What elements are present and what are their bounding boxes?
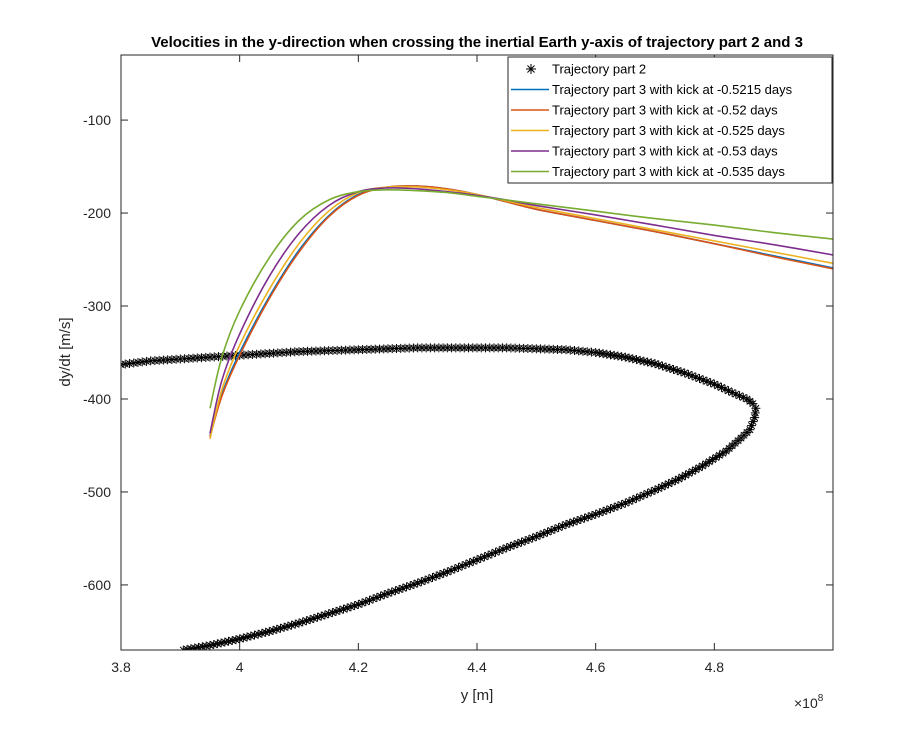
data-point (535, 530, 545, 540)
data-point (572, 516, 582, 526)
data-point (364, 595, 374, 605)
x-exponent-base: ×10 (794, 695, 818, 711)
data-point (487, 549, 497, 559)
data-point (476, 553, 486, 563)
data-point (550, 524, 560, 534)
data-point (561, 519, 571, 529)
y-axis-label: dy/dt [m/s] (57, 317, 74, 386)
data-point (568, 517, 578, 527)
data-point (383, 588, 393, 598)
data-point (479, 552, 489, 562)
data-point (591, 509, 601, 519)
x-exponent-power: 8 (818, 693, 824, 704)
data-point (394, 584, 404, 594)
data-point (587, 511, 597, 521)
data-point (583, 512, 593, 522)
data-point (557, 521, 567, 531)
data-point (491, 547, 501, 557)
data-point (502, 543, 512, 553)
x-axis: 3.8 4 4.2 4.4 4.6 4.8 (111, 55, 724, 675)
data-point (498, 544, 508, 554)
data-point (457, 561, 467, 571)
series-line-3 (209, 185, 833, 440)
data-point (361, 597, 371, 607)
data-point (409, 579, 419, 589)
data-point (580, 513, 590, 523)
x-tick-label: 4.6 (586, 659, 606, 675)
series-line-5 (209, 188, 833, 409)
series-line-4 (209, 187, 833, 434)
data-point (576, 514, 586, 524)
y-tick-label: -300 (83, 298, 111, 314)
data-point (405, 581, 415, 591)
data-point (472, 555, 482, 565)
data-point (750, 408, 760, 418)
data-point (528, 533, 538, 543)
legend-box (507, 56, 833, 184)
data-point (691, 372, 701, 382)
data-point (435, 570, 445, 580)
data-point (390, 586, 400, 596)
legend-label: Trajectory part 3 with kick at -0.535 da… (552, 164, 785, 179)
series-layer (121, 185, 833, 650)
y-tick-label: -600 (83, 577, 111, 593)
data-point (628, 495, 638, 505)
data-point (565, 518, 575, 528)
x-tick-label: 4.2 (349, 659, 369, 675)
x-exponent-label: ×108 (794, 693, 824, 711)
data-point (494, 546, 504, 556)
data-point (738, 392, 748, 402)
y-tick-label: -200 (83, 205, 111, 221)
data-point (750, 413, 760, 423)
data-point (465, 558, 475, 568)
x-tick-label: 4 (236, 659, 244, 675)
data-point (453, 562, 463, 572)
data-point (517, 537, 526, 547)
legend-label: Trajectory part 3 with kick at -0.53 day… (552, 144, 778, 159)
legend-label: Trajectory part 2 (552, 62, 646, 77)
data-point (524, 534, 534, 544)
data-point (483, 550, 493, 560)
legend: Trajectory part 2 Trajectory part 3 with … (507, 56, 833, 184)
x-tick-label: 3.8 (111, 659, 131, 675)
y-tick-label: -100 (83, 112, 111, 128)
legend-label: Trajectory part 3 with kick at -0.525 da… (552, 123, 785, 138)
data-point (748, 399, 758, 409)
data-point (751, 403, 761, 413)
series-markers-0 (121, 343, 761, 650)
legend-marker (526, 64, 536, 74)
series-line-2 (209, 185, 833, 438)
x-axis-label: y [m] (461, 687, 494, 704)
legend-label: Trajectory part 3 with kick at -0.52 day… (552, 103, 778, 118)
data-point (353, 599, 363, 609)
data-point (513, 539, 523, 549)
data-point (546, 526, 556, 536)
data-point (413, 578, 423, 588)
data-point (357, 598, 367, 608)
data-point (402, 582, 412, 592)
legend-label: Trajectory part 3 with kick at -0.5215 d… (552, 82, 793, 97)
data-point (542, 527, 552, 537)
x-tick-label: 4.8 (705, 659, 725, 675)
data-point (683, 369, 693, 379)
data-point (539, 529, 549, 539)
data-point (398, 583, 408, 593)
data-point (695, 374, 704, 384)
data-point (178, 645, 188, 650)
data-point (461, 559, 471, 569)
y-tick-label: -400 (83, 391, 111, 407)
x-tick-label: 4.4 (467, 659, 487, 675)
y-axis: -100 -200 -300 -400 -500 -600 (83, 112, 833, 593)
y-tick-label: -500 (83, 484, 111, 500)
data-point (446, 565, 456, 575)
chart-title: Velocities in the y-direction when cross… (151, 34, 803, 51)
data-point (468, 556, 478, 566)
data-point (450, 564, 460, 574)
data-point (554, 523, 564, 533)
